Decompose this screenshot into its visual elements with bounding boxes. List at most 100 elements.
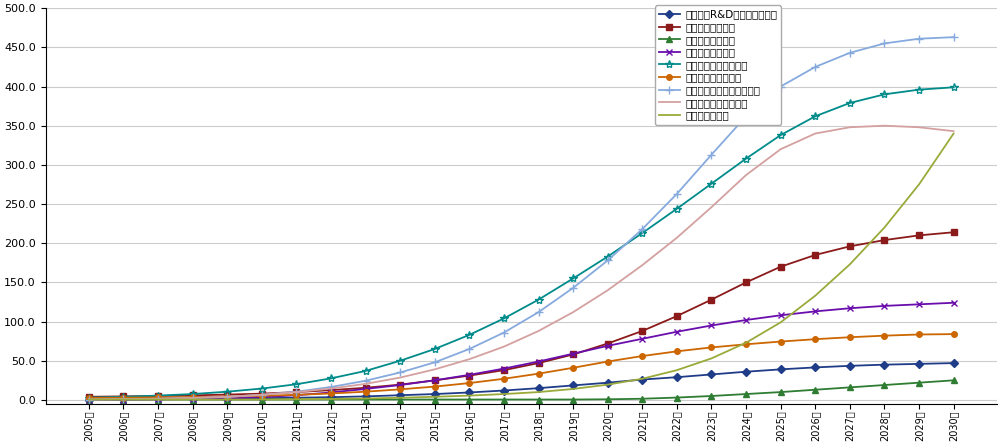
항공선진화사업 (152, 397, 164, 402)
미래철도기술개발사업 (497, 344, 510, 349)
플랜트기술고도화사업 (809, 113, 821, 119)
플랜트기술고도화사업 (775, 133, 787, 138)
미래도시철도기술개발사업 (83, 397, 95, 402)
지역기술혁신사업 (740, 391, 752, 396)
미래철도기술개발사업 (809, 131, 821, 136)
Line: 미래철도기술개발사업: 미래철도기술개발사업 (89, 125, 954, 400)
지역기술혁신사업 (83, 397, 95, 402)
Line: 지역기술혁신사업: 지역기술혁신사업 (86, 377, 956, 402)
항공선진화사업 (637, 376, 649, 381)
지역기술혁신사업 (809, 387, 821, 392)
교통체계효율화사업 (602, 359, 614, 364)
교통체계효율화사업 (637, 353, 649, 359)
교통체계효율화사업 (359, 389, 371, 394)
지역기술혁신사업 (152, 397, 164, 402)
미래철도기술개발사업 (428, 367, 440, 372)
플랜트기술고도화사업 (152, 393, 164, 398)
플랜트기술고도화사업 (359, 368, 371, 374)
플랜트기술고도화사업 (602, 254, 614, 259)
플랜트기술고도화사업 (740, 156, 752, 161)
항공선진화사업 (602, 382, 614, 387)
첨단도시개발사업 (809, 309, 821, 314)
지역기술혁신사업 (671, 395, 683, 400)
건설기술혁신사업 (290, 389, 302, 395)
플랜트기술고도화사업 (463, 332, 475, 338)
교통체계효율화사업 (256, 393, 268, 399)
건설교통R&D정책인프라사업 (879, 362, 891, 367)
항공선진화사업 (533, 389, 545, 395)
Line: 건설교통R&D정책인프라사업: 건설교통R&D정책인프라사업 (86, 360, 956, 402)
항공선진화사업 (117, 397, 129, 402)
미래도시철도기술개발사업 (497, 330, 510, 335)
플랜트기술고도화사업 (428, 346, 440, 352)
항공선진화사업 (879, 225, 891, 230)
첨단도시개발사업 (83, 397, 95, 402)
항공선진화사업 (740, 340, 752, 345)
교통체계효율화사업 (325, 391, 337, 396)
건설교통R&D정책인프라사업 (256, 396, 268, 401)
교통체계효율화사업 (706, 345, 718, 350)
미래철도기술개발사업 (256, 392, 268, 397)
미래철도기술개발사업 (83, 397, 95, 402)
미래철도기술개발사업 (879, 123, 891, 128)
건설기술혁신사업 (671, 313, 683, 319)
미래철도기술개발사업 (359, 381, 371, 387)
교통체계효율화사업 (428, 384, 440, 389)
미래도시철도기술개발사업 (152, 396, 164, 401)
지역기술혁신사업 (394, 397, 406, 402)
첨단도시개발사업 (913, 302, 925, 307)
플랜트기술고도화사업 (913, 87, 925, 92)
항공선진화사업 (568, 386, 580, 392)
플랜트기술고도화사업 (256, 386, 268, 391)
첨단도시개발사업 (671, 329, 683, 335)
미래철도기술개발사업 (740, 172, 752, 178)
미래도시철도기술개발사업 (428, 360, 440, 365)
첨단도시개발사업 (568, 351, 580, 356)
항공선진화사업 (948, 131, 960, 136)
미래철도기술개발사업 (602, 287, 614, 293)
건설기술혁신사업 (394, 382, 406, 387)
플랜트기술고도화사업 (568, 276, 580, 281)
플랜트기술고도화사업 (325, 376, 337, 381)
건설기술혁신사업 (117, 394, 129, 399)
미래철도기술개발사업 (533, 328, 545, 334)
건설교통R&D정책인프라사업 (637, 377, 649, 382)
미래철도기술개발사업 (637, 263, 649, 268)
항공선진화사업 (83, 397, 95, 402)
플랜트기술고도화사업 (83, 395, 95, 400)
플랜트기술고도화사업 (117, 394, 129, 400)
지역기술혁신사업 (221, 397, 233, 402)
미래철도기술개발사업 (117, 396, 129, 402)
미래도시철도기술개발사업 (359, 378, 371, 384)
항공선진화사업 (428, 394, 440, 400)
플랜트기술고도화사업 (290, 381, 302, 387)
첨단도시개발사업 (844, 306, 856, 311)
지역기술혁신사업 (844, 385, 856, 390)
건설교통R&D정책인프라사업 (602, 380, 614, 385)
미래도시철도기술개발사업 (809, 64, 821, 69)
미래철도기술개발사업 (913, 125, 925, 130)
미래도시철도기술개발사업 (602, 258, 614, 263)
플랜트기술고도화사업 (706, 181, 718, 186)
플랜트기술고도화사업 (879, 92, 891, 97)
첨단도시개발사업 (290, 392, 302, 398)
교통체계효율화사업 (497, 376, 510, 381)
첨단도시개발사업 (256, 395, 268, 400)
교통체계효율화사업 (913, 332, 925, 337)
지역기술혁신사업 (325, 397, 337, 402)
미래도시철도기술개발사업 (671, 191, 683, 197)
첨단도시개발사업 (879, 303, 891, 308)
지역기술혁신사업 (706, 393, 718, 399)
교통체계효율화사업 (671, 349, 683, 354)
지역기술혁신사업 (913, 380, 925, 385)
지역기술혁신사업 (290, 397, 302, 402)
건설교통R&D정책인프라사업 (221, 396, 233, 401)
항공선진화사업 (497, 391, 510, 396)
항공선진화사업 (913, 182, 925, 187)
교통체계효율화사업 (533, 371, 545, 376)
건설교통R&D정책인프라사업 (671, 375, 683, 380)
첨단도시개발사업 (428, 378, 440, 383)
항공선진화사업 (463, 393, 475, 398)
첨단도시개발사업 (637, 336, 649, 341)
미래철도기술개발사업 (568, 309, 580, 315)
